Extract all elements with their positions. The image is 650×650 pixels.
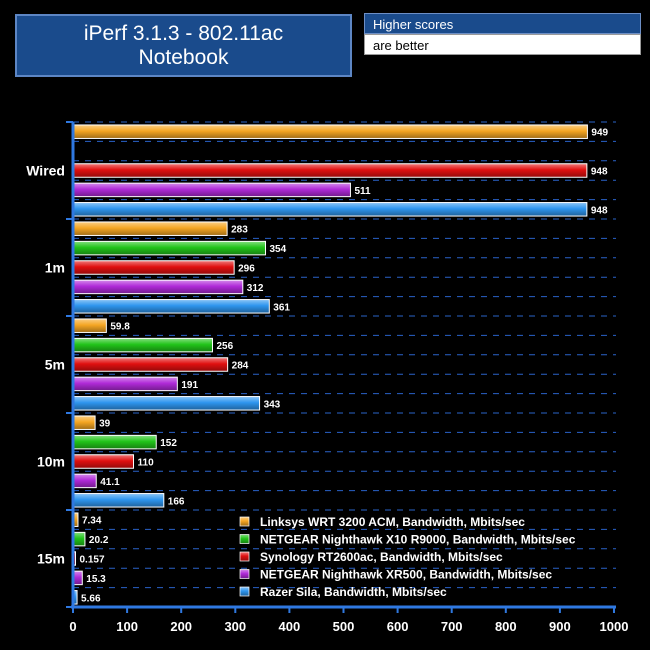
x-tick-label: 1000 [600, 619, 629, 634]
legend-label: Synology RT2600ac, Bandwidth, Mbits/sec [260, 550, 503, 564]
x-tick-label: 900 [549, 619, 571, 634]
bar [73, 357, 229, 372]
bar [73, 318, 107, 333]
x-tick-label: 0 [69, 619, 76, 634]
x-tick-label: 200 [170, 619, 192, 634]
bar [73, 299, 270, 314]
bar-value-label: 110 [138, 458, 155, 469]
bar-value-label: 0.157 [80, 555, 105, 566]
legend-label: Linksys WRT 3200 ACM, Bandwidth, Mbits/s… [260, 515, 525, 529]
note-box: Higher scores are better [364, 13, 641, 55]
bar-value-label: 948 [591, 205, 608, 216]
bar [73, 415, 96, 430]
bar [73, 221, 228, 236]
bar [73, 240, 267, 256]
bar-value-label: 343 [264, 399, 281, 410]
bar-value-label: 511 [354, 186, 371, 197]
bar-value-label: 361 [273, 302, 290, 313]
bar [73, 473, 97, 489]
bar [73, 182, 351, 198]
note-are-better: are better [364, 34, 641, 55]
x-tick-label: 800 [495, 619, 517, 634]
legend-label: NETGEAR Nighthawk X10 R9000, Bandwidth, … [260, 533, 576, 547]
bar-value-label: 312 [247, 283, 264, 294]
x-tick-label: 600 [387, 619, 409, 634]
bar [73, 531, 86, 547]
x-tick-label: 300 [224, 619, 246, 634]
bar [73, 260, 235, 275]
bar-value-label: 256 [216, 341, 233, 352]
bar [73, 163, 588, 178]
bar-value-label: 15.3 [86, 574, 106, 585]
bar-value-label: 284 [232, 361, 249, 372]
category-label: 5m [45, 357, 65, 373]
category-label: 10m [37, 454, 65, 470]
bar-value-label: 191 [181, 380, 198, 391]
bar [73, 279, 244, 295]
note-higher-scores: Higher scores [364, 13, 641, 34]
x-tick-label: 700 [441, 619, 463, 634]
bar [73, 124, 588, 139]
bar [73, 512, 79, 527]
legend-swatch [239, 551, 250, 562]
bar-value-label: 59.8 [110, 322, 130, 333]
x-tick-label: 500 [333, 619, 355, 634]
bar-value-label: 20.2 [89, 535, 109, 546]
bar-value-label: 41.1 [100, 477, 120, 488]
legend-label: Razer Sila, Bandwidth, Mbits/sec [260, 585, 447, 599]
bar-value-label: 39 [99, 419, 111, 430]
bar-value-label: 152 [160, 438, 177, 449]
category-label: 15m [37, 551, 65, 567]
bar [73, 434, 157, 450]
bar-value-label: 166 [168, 496, 185, 507]
legend-swatch [239, 586, 250, 597]
chart-title-box: iPerf 3.1.3 - 802.11ac Notebook [15, 14, 352, 77]
category-label: 1m [45, 260, 65, 276]
legend-swatch [239, 516, 250, 527]
bar-value-label: 283 [231, 225, 248, 236]
bar-value-label: 354 [270, 244, 287, 255]
bar [73, 454, 135, 469]
chart-title-line2: Notebook [138, 46, 229, 69]
bar [73, 337, 213, 353]
chart-title-line1: iPerf 3.1.3 - 802.11ac [83, 22, 284, 45]
legend-swatch [239, 569, 250, 579]
bar [73, 376, 178, 392]
bar-value-label: 948 [591, 167, 608, 178]
bar-value-label: 296 [238, 264, 255, 275]
bar-value-label: 949 [591, 128, 608, 139]
category-label: Wired [26, 163, 65, 179]
bar-value-label: 5.66 [81, 593, 101, 604]
legend-label: NETGEAR Nighthawk XR500, Bandwidth, Mbit… [260, 568, 552, 582]
bar [73, 202, 588, 217]
x-tick-label: 100 [116, 619, 138, 634]
bar [73, 493, 165, 508]
bar [73, 570, 83, 586]
bar-value-label: 7.34 [82, 516, 102, 527]
bar [73, 396, 261, 411]
x-tick-label: 400 [279, 619, 301, 634]
legend-swatch [239, 534, 250, 544]
